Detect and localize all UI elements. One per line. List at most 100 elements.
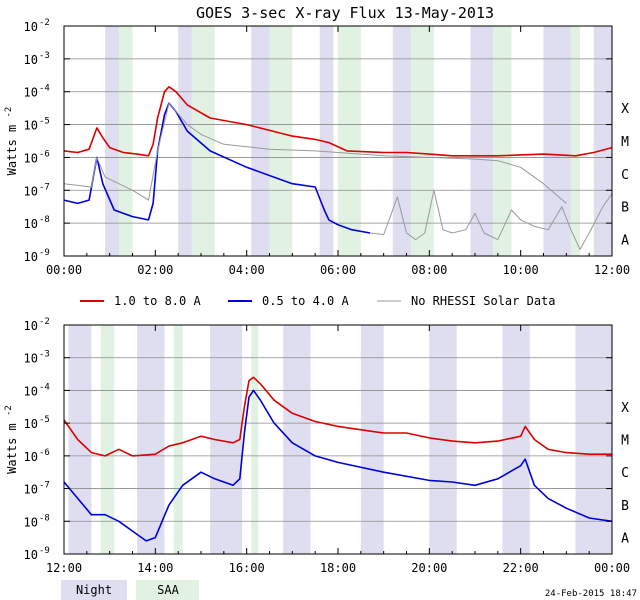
series-legend: 1.0 to 8.0 A 0.5 to 4.0 A No RHESSI Sola…: [80, 294, 556, 308]
panel-bottom: 10-210-310-410-510-610-710-810 -912:00 14:…: [4, 317, 630, 575]
y-tick-label: 10: [24, 483, 38, 497]
y-axis-label-exponent: -2: [4, 405, 14, 416]
x-tick-label: 14:00: [137, 561, 173, 575]
night-region: [593, 26, 612, 256]
y-tick-label-exponent: -3: [39, 350, 50, 360]
saa-region: [411, 26, 434, 256]
y-tick-label-exponent: -3: [39, 51, 50, 61]
x-tick-label: 16:00: [229, 561, 265, 575]
y-tick-label: 10: [24, 319, 38, 333]
y-tick-label-exponent: -2: [39, 317, 50, 327]
region-legend: Night SAA: [61, 580, 199, 600]
y-tick-label-exponent: -7: [39, 481, 50, 491]
y-tick-label-exponent: -2: [39, 18, 50, 28]
x-tick-label: 06:00: [320, 263, 356, 277]
y-tick-label: 10: [24, 86, 38, 100]
x-tick-label: 04:00: [229, 263, 265, 277]
y-tick-label-exponent: -5: [39, 117, 50, 127]
series-line: [63, 389, 613, 542]
legend-label-rhessi: No RHESSI Solar Data: [411, 294, 556, 308]
y-tick-label: 10: [24, 548, 38, 562]
legend-label-short-wave: 0.5 to 4.0 A: [262, 294, 349, 308]
x-tick-label: 20:00: [411, 561, 447, 575]
y-tick-label: 10: [24, 184, 38, 198]
x-tick-label: 00:00: [594, 561, 630, 575]
flare-class-label: B: [621, 499, 629, 514]
y-tick-label-exponent: -8: [39, 215, 50, 225]
night-legend-swatch: [61, 580, 127, 600]
y-tick-label-exponent: -8: [39, 513, 50, 523]
y-tick-label-exponent: -5: [39, 415, 50, 425]
y-axis-label-exponent: -2: [4, 107, 14, 118]
night-region: [137, 325, 165, 554]
y-tick-label: 10: [24, 250, 38, 264]
y-axis-label: Watts m -2: [4, 405, 19, 474]
night-region: [360, 325, 384, 554]
saa-region: [269, 26, 293, 256]
y-tick-label-exponent: -7: [39, 182, 50, 192]
saa-region: [338, 26, 361, 256]
night-region: [283, 325, 311, 554]
y-tick-label: 10: [24, 352, 38, 366]
night-region: [68, 325, 92, 554]
flare-class-label: M: [621, 135, 629, 150]
y-tick-label-exponent: -6: [39, 149, 50, 159]
series-line: [63, 376, 612, 457]
flare-class-label: C: [621, 466, 629, 481]
y-tick-label: 10: [24, 20, 38, 34]
series-line: [63, 86, 613, 157]
night-legend-label: Night: [76, 583, 112, 597]
flare-class-label: C: [621, 168, 629, 183]
y-tick-label: 10: [24, 515, 38, 529]
x-tick-label: 02:00: [137, 263, 173, 277]
legend-label-long-wave: 1.0 to 8.0 A: [114, 294, 201, 308]
y-axis-label: Watts m -2: [4, 107, 19, 176]
saa-region: [118, 26, 133, 256]
x-tick-label: 18:00: [320, 561, 356, 575]
x-tick-label: 10:00: [503, 263, 539, 277]
x-tick-label: 22:00: [503, 561, 539, 575]
saa-legend-label: SAA: [157, 583, 179, 597]
flare-class-label: X: [621, 401, 629, 416]
saa-region: [570, 26, 581, 256]
series-line: [369, 189, 613, 250]
y-tick-label: 10: [24, 151, 38, 165]
night-region: [470, 26, 494, 256]
chart-title: GOES 3-sec X-ray Flux 13-May-2013: [196, 4, 494, 22]
panel-top: 10-210-310-410-510-610-710-810 -900:00 02:…: [4, 18, 630, 277]
saa-legend-swatch: [136, 580, 199, 600]
series-line: [63, 102, 567, 204]
x-tick-label: 12:00: [46, 561, 82, 575]
night-region: [319, 26, 334, 256]
y-tick-label-exponent: -9: [39, 546, 50, 556]
night-region: [251, 26, 270, 256]
saa-region: [173, 325, 183, 554]
flare-class-label: X: [621, 102, 629, 117]
flare-class-label: B: [621, 201, 629, 216]
x-tick-label: 12:00: [594, 263, 630, 277]
saa-region: [100, 325, 115, 554]
flare-class-label: A: [621, 234, 629, 249]
saa-region: [191, 26, 215, 256]
night-region: [543, 26, 571, 256]
y-tick-label: 10: [24, 417, 38, 431]
y-tick-label-exponent: -9: [39, 248, 50, 258]
y-tick-label-exponent: -4: [39, 382, 50, 392]
y-tick-label-exponent: -6: [39, 448, 50, 458]
y-tick-label: 10: [24, 119, 38, 133]
y-tick-label: 10: [24, 450, 38, 464]
night-region: [392, 26, 412, 256]
generated-timestamp: 24-Feb-2015 18:47: [545, 589, 637, 599]
night-region: [178, 26, 192, 256]
flare-class-label: M: [621, 434, 629, 449]
y-tick-label: 10: [24, 384, 38, 398]
x-tick-label: 00:00: [46, 263, 82, 277]
saa-region: [493, 26, 512, 256]
y-tick-label: 10: [24, 217, 38, 231]
y-tick-label: 10: [24, 53, 38, 67]
night-region: [575, 325, 612, 554]
y-tick-label-exponent: -4: [39, 84, 50, 94]
saa-region: [251, 325, 259, 554]
x-tick-label: 08:00: [411, 263, 447, 277]
